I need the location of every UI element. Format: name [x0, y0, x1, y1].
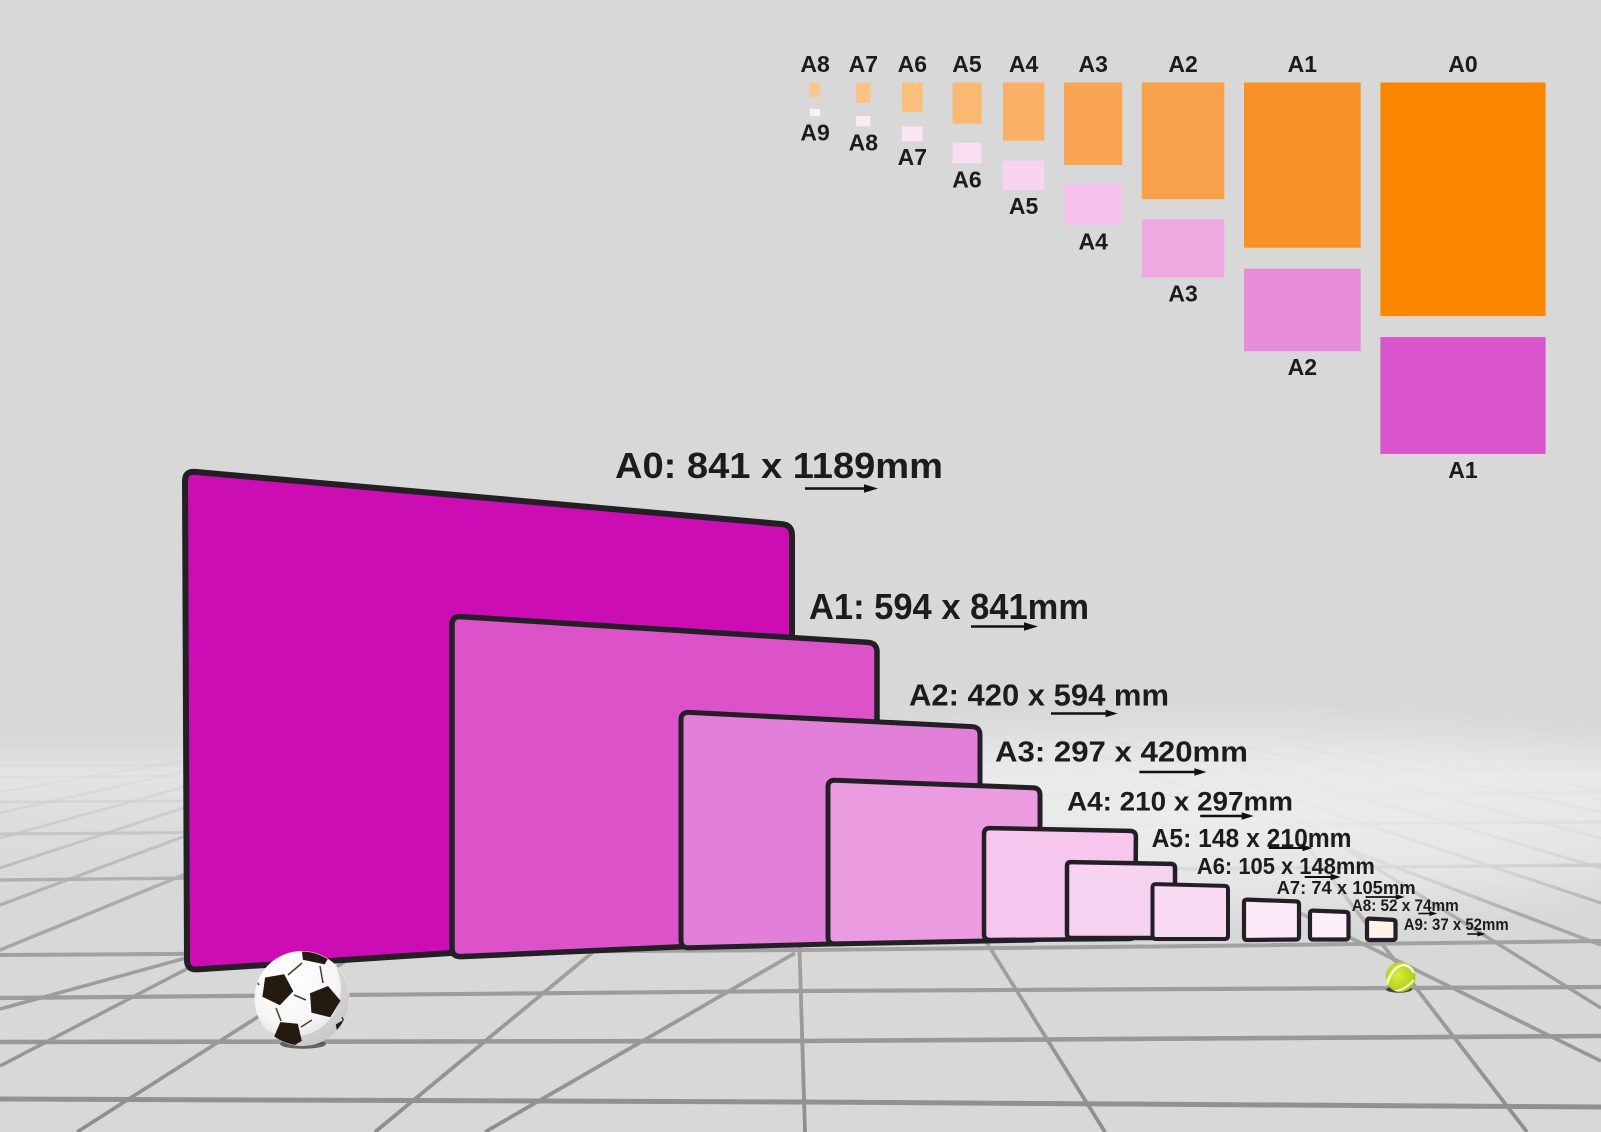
svg-text:A6: 105 x 148mm: A6: 105 x 148mm: [1197, 853, 1375, 879]
svg-text:A8: A8: [849, 129, 879, 155]
svg-text:A2: A2: [1288, 354, 1317, 380]
svg-text:A0: 841 x 1189mm: A0: 841 x 1189mm: [615, 445, 943, 486]
svg-text:A5: A5: [952, 51, 982, 77]
svg-text:A3: A3: [1078, 51, 1107, 77]
svg-text:A4: 210 x 297mm: A4: 210 x 297mm: [1067, 787, 1293, 817]
svg-text:A9: 37 x 52mm: A9: 37 x 52mm: [1404, 916, 1509, 934]
svg-text:A8: 52 x 74mm: A8: 52 x 74mm: [1352, 897, 1459, 915]
svg-text:A1: 594 x 841mm: A1: 594 x 841mm: [809, 586, 1089, 627]
svg-text:A4: A4: [1009, 51, 1039, 77]
svg-text:A3: A3: [1168, 281, 1197, 307]
svg-text:A1: A1: [1448, 457, 1478, 483]
svg-text:A7: A7: [898, 144, 927, 170]
svg-text:A9: A9: [800, 119, 829, 145]
svg-text:A6: A6: [952, 166, 981, 192]
svg-text:A0: A0: [1448, 51, 1477, 77]
svg-text:A5: 148 x 210mm: A5: 148 x 210mm: [1152, 825, 1352, 853]
svg-text:A7: 74 x 105mm: A7: 74 x 105mm: [1277, 877, 1416, 898]
svg-text:A4: A4: [1078, 228, 1108, 254]
svg-text:A2: A2: [1168, 51, 1197, 77]
svg-text:A3: 297 x 420mm: A3: 297 x 420mm: [995, 737, 1248, 769]
svg-text:A8: A8: [800, 51, 830, 77]
svg-text:A1: A1: [1288, 51, 1318, 77]
svg-text:A5: A5: [1009, 193, 1039, 219]
svg-text:A7: A7: [849, 51, 878, 77]
svg-text:A2: 420 x 594 mm: A2: 420 x 594 mm: [909, 678, 1169, 713]
svg-text:A6: A6: [898, 51, 927, 77]
